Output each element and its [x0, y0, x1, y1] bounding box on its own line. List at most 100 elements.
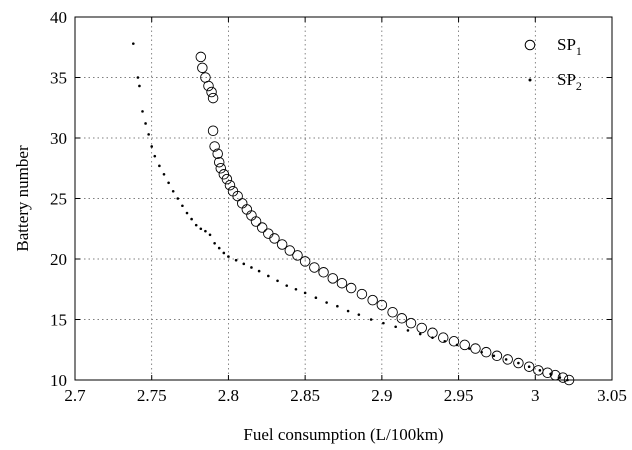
x-tick-label: 2.7	[64, 386, 86, 405]
sp2-point	[199, 227, 203, 231]
sp1-point	[396, 313, 408, 324]
sp2-point	[443, 339, 447, 343]
sp2-point	[217, 246, 221, 250]
sp2-point	[242, 262, 246, 266]
sp2-point	[294, 287, 298, 291]
sp1-point	[387, 306, 398, 318]
sp2-point	[418, 332, 422, 336]
sp1-point	[318, 267, 329, 278]
tick-labels: 2.7 2.75 2.8 2.85 2.9 2.95 3 3.05 10 15 20 25 30 35 40	[50, 8, 627, 405]
sp1-point	[345, 282, 357, 294]
legend-label-sp1: SP1	[557, 35, 582, 58]
sp1-point	[224, 179, 236, 191]
sp1-point	[209, 141, 220, 152]
sp2-point	[267, 274, 270, 278]
sp1-point	[309, 262, 320, 273]
sp1-point	[256, 222, 268, 233]
sp1-point	[502, 354, 513, 365]
sp2-point	[431, 336, 434, 339]
x-axis-title: Fuel consumption (L/100km)	[243, 425, 443, 444]
sp1-point	[195, 51, 207, 63]
sp2-point	[162, 173, 166, 176]
sp1-point	[542, 367, 553, 378]
x-tick-label: 2.75	[137, 386, 167, 405]
sp2-point	[517, 361, 520, 365]
legend-label-sp1-sub: 1	[576, 44, 582, 58]
sp2-point	[227, 255, 230, 258]
sp1-point	[241, 204, 253, 215]
sp2-point	[141, 110, 144, 113]
sp2-point	[171, 189, 175, 193]
sp2-point	[527, 365, 531, 368]
sp2-point	[208, 233, 212, 237]
sp2-point	[213, 241, 216, 245]
y-tick-label: 15	[50, 311, 67, 330]
sp1-point	[215, 162, 227, 174]
sp2-point	[132, 42, 135, 45]
sp1-point	[246, 210, 257, 221]
y-tick-label: 30	[50, 129, 67, 148]
sp1-point	[212, 148, 223, 159]
x-tick-label: 3	[531, 386, 540, 405]
sp2-point	[369, 318, 373, 321]
sp2-point	[382, 321, 385, 325]
sp2-point	[314, 296, 318, 300]
sp1-point	[356, 288, 368, 300]
sp2-point	[303, 291, 307, 295]
y-tick-label: 35	[50, 69, 67, 88]
y-axis-title: Battery number	[13, 145, 32, 252]
axis-ticks	[74, 16, 613, 381]
sp1-point	[203, 80, 214, 92]
sp2-point	[357, 313, 361, 316]
sp2-point	[176, 197, 180, 200]
sp2-point	[167, 181, 170, 185]
sp1-point	[236, 198, 248, 209]
sp1-point	[263, 228, 274, 239]
sp1-point	[533, 365, 544, 376]
plot-frame	[74, 16, 613, 381]
sp1-point	[367, 294, 378, 306]
sp2-point	[566, 378, 569, 382]
sp1-point	[405, 317, 417, 329]
sp2-point	[194, 223, 198, 227]
sp1-point	[207, 125, 219, 136]
sp2-point	[468, 347, 471, 350]
sp2-point	[250, 266, 253, 269]
sp1-point	[250, 216, 262, 227]
sp2-point	[276, 279, 279, 283]
sp2-point	[138, 84, 141, 88]
sp2-point	[181, 204, 184, 208]
sp1-point	[213, 156, 225, 168]
x-tick-label: 2.85	[290, 386, 320, 405]
sp2-point	[549, 372, 552, 376]
x-tick-label: 3.05	[597, 386, 627, 405]
sp2-point	[153, 154, 157, 158]
sp1-point	[491, 350, 503, 362]
x-tick-label: 2.8	[218, 386, 239, 405]
x-tick-label: 2.95	[444, 386, 474, 405]
x-tick-label: 2.9	[371, 386, 392, 405]
sp1-point	[197, 62, 208, 74]
legend-label-sp2: SP2	[557, 70, 582, 93]
sp2-point	[406, 329, 410, 332]
sp1-point	[427, 327, 438, 339]
legend-label-sp2-sub: 2	[576, 79, 582, 93]
sp2-point	[144, 122, 147, 125]
sp1-point	[292, 250, 303, 261]
sp2-point	[480, 350, 483, 354]
legend-marker-sp2	[528, 78, 532, 82]
sp2-point	[234, 258, 238, 262]
sp1-point	[437, 332, 449, 343]
sp2-point	[136, 76, 140, 79]
sp1-point	[459, 339, 470, 351]
sp1-point	[513, 357, 524, 369]
grid-lines	[75, 17, 612, 380]
sp2-point	[492, 354, 496, 358]
sp1-point	[299, 256, 311, 267]
y-tick-label: 25	[50, 190, 67, 209]
sp1-point	[376, 299, 388, 311]
sp1-point	[269, 233, 280, 244]
sp1-point	[336, 277, 348, 289]
sp2-point	[285, 284, 289, 287]
sp2-point	[394, 325, 397, 329]
